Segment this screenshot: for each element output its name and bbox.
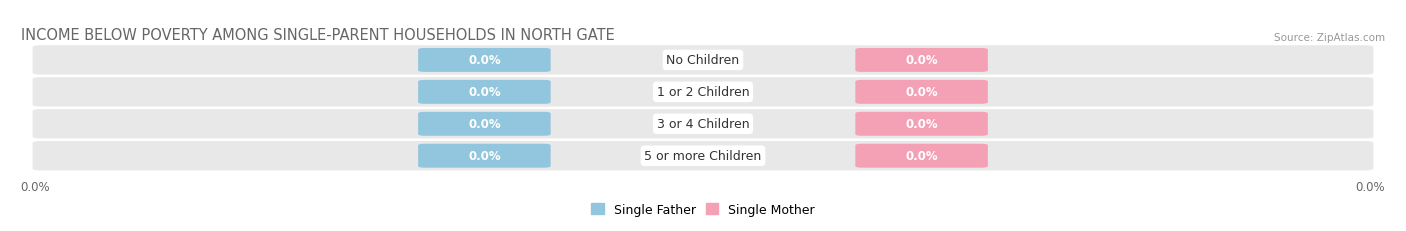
- Text: No Children: No Children: [666, 54, 740, 67]
- Legend: Single Father, Single Mother: Single Father, Single Mother: [591, 203, 815, 216]
- FancyBboxPatch shape: [855, 49, 988, 73]
- Text: 5 or more Children: 5 or more Children: [644, 149, 762, 163]
- Text: 0.0%: 0.0%: [905, 54, 938, 67]
- FancyBboxPatch shape: [418, 144, 551, 168]
- Text: 0.0%: 0.0%: [1355, 180, 1385, 193]
- Text: 3 or 4 Children: 3 or 4 Children: [657, 118, 749, 131]
- FancyBboxPatch shape: [855, 112, 988, 136]
- Text: 0.0%: 0.0%: [468, 149, 501, 163]
- Text: 0.0%: 0.0%: [21, 180, 51, 193]
- FancyBboxPatch shape: [32, 78, 1374, 107]
- Text: INCOME BELOW POVERTY AMONG SINGLE-PARENT HOUSEHOLDS IN NORTH GATE: INCOME BELOW POVERTY AMONG SINGLE-PARENT…: [21, 28, 614, 43]
- FancyBboxPatch shape: [32, 141, 1374, 171]
- Text: 0.0%: 0.0%: [905, 118, 938, 131]
- FancyBboxPatch shape: [855, 81, 988, 104]
- Text: 0.0%: 0.0%: [905, 86, 938, 99]
- FancyBboxPatch shape: [418, 81, 551, 104]
- Text: 0.0%: 0.0%: [468, 86, 501, 99]
- FancyBboxPatch shape: [418, 49, 551, 73]
- Text: Source: ZipAtlas.com: Source: ZipAtlas.com: [1274, 33, 1385, 43]
- Text: 1 or 2 Children: 1 or 2 Children: [657, 86, 749, 99]
- Text: 0.0%: 0.0%: [905, 149, 938, 163]
- Text: 0.0%: 0.0%: [468, 118, 501, 131]
- FancyBboxPatch shape: [32, 110, 1374, 139]
- Text: 0.0%: 0.0%: [468, 54, 501, 67]
- FancyBboxPatch shape: [32, 46, 1374, 75]
- FancyBboxPatch shape: [418, 112, 551, 136]
- FancyBboxPatch shape: [855, 144, 988, 168]
